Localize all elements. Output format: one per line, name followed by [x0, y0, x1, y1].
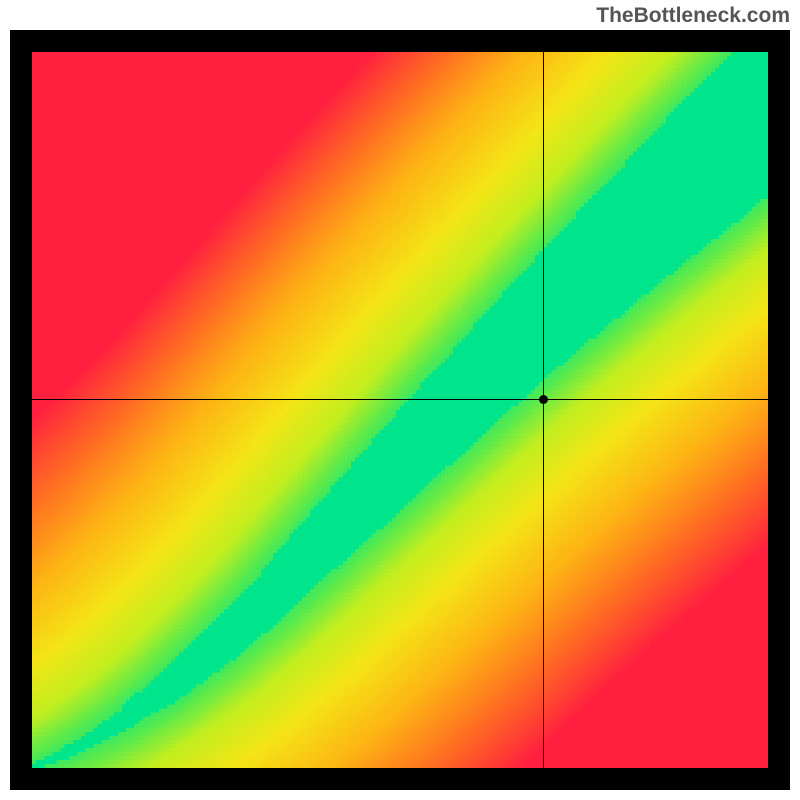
heatmap-canvas	[32, 52, 768, 768]
chart-container: TheBottleneck.com	[0, 0, 800, 800]
crosshair-marker-point	[539, 395, 548, 404]
crosshair-horizontal	[32, 399, 768, 400]
crosshair-vertical	[543, 52, 544, 768]
watermark-text: TheBottleneck.com	[596, 4, 790, 28]
